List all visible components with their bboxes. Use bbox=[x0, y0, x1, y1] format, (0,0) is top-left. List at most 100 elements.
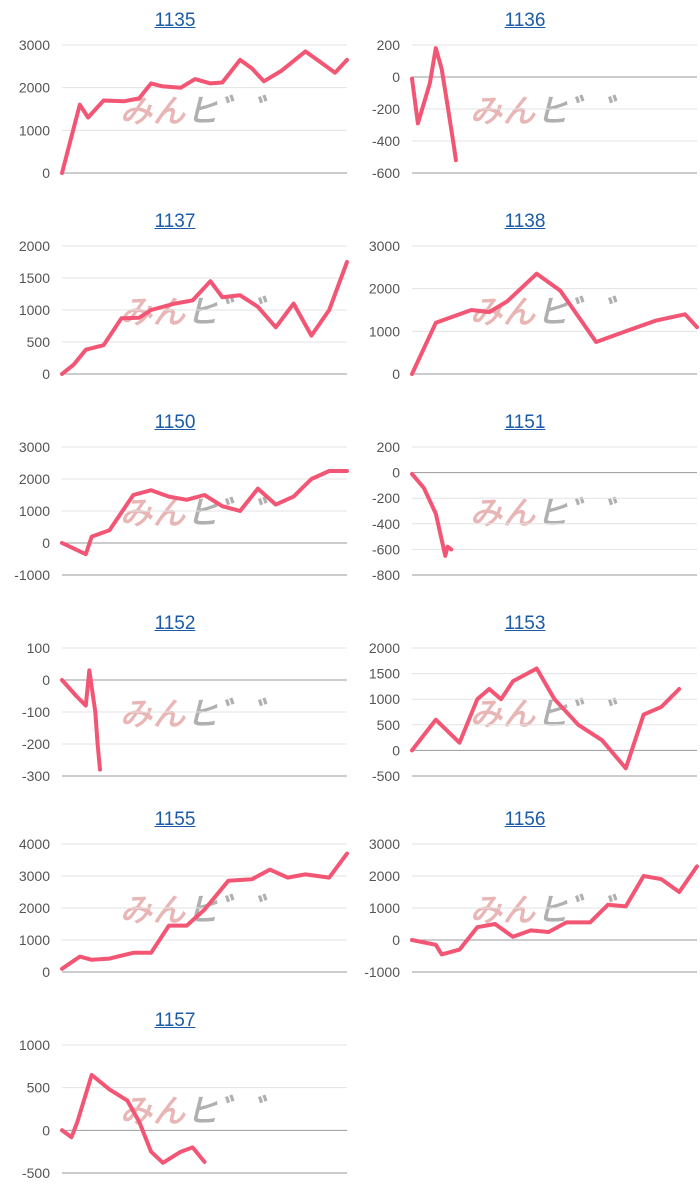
watermark-logo: みんヒ゛゛ bbox=[120, 293, 286, 331]
watermark-logo: みんヒ゛゛ bbox=[470, 92, 636, 130]
y-tick-label: 2000 bbox=[369, 640, 400, 656]
y-tick-label: 3000 bbox=[19, 37, 50, 53]
series-line bbox=[410, 271, 699, 376]
chart-title-link[interactable]: 1137 bbox=[154, 211, 196, 232]
line-chart: -1000 0 1000 2000 3000 bbox=[364, 836, 699, 980]
series-line bbox=[410, 46, 458, 163]
y-tick-label: 1000 bbox=[369, 323, 400, 339]
chart-title-link[interactable]: 1157 bbox=[154, 1010, 196, 1031]
line-chart: -1000 0 1000 2000 3000 bbox=[14, 439, 349, 583]
y-tick-label: 1000 bbox=[19, 932, 50, 948]
line-chart: 0 1000 2000 3000 4000 bbox=[19, 836, 349, 980]
chart-panel: 1151 みんヒ゛゛ -800 -600 -400 -200 0 200 bbox=[350, 402, 700, 602]
series-line bbox=[60, 469, 349, 557]
y-tick-label: 1000 bbox=[19, 122, 50, 138]
y-tick-label: 2000 bbox=[19, 900, 50, 916]
chart-title-link[interactable]: 1138 bbox=[504, 211, 546, 232]
line-chart: -500 0 500 1000 bbox=[19, 1037, 347, 1181]
y-tick-label: 500 bbox=[27, 334, 51, 350]
y-tick-label: -200 bbox=[372, 101, 400, 117]
chart-title-link[interactable]: 1153 bbox=[504, 613, 546, 634]
chart-panel: 1153 みんヒ゛゛ -500 0 500 1000 1500 2000 bbox=[350, 603, 700, 803]
y-tick-label: -800 bbox=[372, 567, 400, 583]
y-tick-label: 200 bbox=[377, 37, 401, 53]
chart-title-link[interactable]: 1135 bbox=[154, 10, 196, 31]
y-tick-label: 0 bbox=[42, 1122, 50, 1138]
chart-title-link[interactable]: 1156 bbox=[504, 809, 546, 830]
y-tick-label: 500 bbox=[377, 717, 401, 733]
chart-panel: 1155 みんヒ゛゛ 0 1000 2000 3000 4000 bbox=[0, 799, 350, 999]
y-tick-label: 0 bbox=[392, 932, 400, 948]
chart-panel: 1136 みんヒ゛゛ -600 -400 -200 0 200 bbox=[350, 0, 700, 200]
series-line bbox=[60, 260, 349, 376]
y-tick-label: 1000 bbox=[369, 691, 400, 707]
line-chart: 0 1000 2000 3000 bbox=[369, 238, 699, 382]
chart-title-link[interactable]: 1155 bbox=[154, 809, 196, 830]
y-tick-label: 100 bbox=[27, 640, 51, 656]
y-tick-label: -1000 bbox=[14, 567, 50, 583]
y-tick-label: -500 bbox=[372, 768, 400, 784]
y-tick-label: 0 bbox=[392, 69, 400, 85]
series-line bbox=[60, 851, 349, 971]
y-tick-label: 3000 bbox=[19, 439, 50, 455]
watermark-logo: みんヒ゛゛ bbox=[120, 92, 286, 130]
y-tick-label: -600 bbox=[372, 541, 400, 557]
y-tick-label: -200 bbox=[372, 490, 400, 506]
y-tick-label: -600 bbox=[372, 165, 400, 181]
y-tick-label: -400 bbox=[372, 516, 400, 532]
chart-panel: 1137 みんヒ゛゛ 0 500 1000 1500 2000 bbox=[0, 201, 350, 401]
y-tick-label: -500 bbox=[22, 1165, 50, 1181]
line-chart: -300 -200 -100 0 100 bbox=[22, 640, 347, 784]
y-tick-label: 0 bbox=[42, 964, 50, 980]
watermark-logo: みんヒ゛゛ bbox=[120, 695, 286, 733]
series-line bbox=[410, 666, 682, 771]
y-tick-label: 0 bbox=[392, 366, 400, 382]
y-tick-label: 1000 bbox=[19, 302, 50, 318]
y-tick-label: 1000 bbox=[19, 1037, 50, 1053]
chart-title-link[interactable]: 1152 bbox=[154, 613, 196, 634]
y-tick-label: 2000 bbox=[369, 868, 400, 884]
line-chart: -800 -600 -400 -200 0 200 bbox=[372, 439, 697, 583]
y-tick-label: -1000 bbox=[364, 964, 400, 980]
y-tick-label: 200 bbox=[377, 439, 401, 455]
series-line bbox=[60, 49, 349, 175]
chart-panel: 1157 みんヒ゛゛ -500 0 500 1000 bbox=[0, 1000, 350, 1200]
chart-panel: 1150 みんヒ゛゛ -1000 0 1000 2000 3000 bbox=[0, 402, 350, 602]
y-tick-label: 4000 bbox=[19, 836, 50, 852]
y-tick-label: 0 bbox=[42, 672, 50, 688]
y-tick-label: 2000 bbox=[19, 238, 50, 254]
chart-panel: 1152 みんヒ゛゛ -300 -200 -100 0 100 bbox=[0, 603, 350, 803]
chart-title-link[interactable]: 1136 bbox=[504, 10, 546, 31]
series-line bbox=[410, 471, 454, 558]
chart-panel: 1138 みんヒ゛゛ 0 1000 2000 3000 bbox=[350, 201, 700, 401]
line-chart: -500 0 500 1000 1500 2000 bbox=[369, 640, 697, 784]
y-tick-label: 500 bbox=[27, 1080, 51, 1096]
y-tick-label: 3000 bbox=[369, 238, 400, 254]
y-tick-label: 2000 bbox=[19, 80, 50, 96]
y-tick-label: 1500 bbox=[369, 666, 400, 682]
y-tick-label: 1500 bbox=[19, 270, 50, 286]
y-tick-label: 1000 bbox=[19, 503, 50, 519]
y-tick-label: -100 bbox=[22, 704, 50, 720]
watermark-logo: みんヒ゛゛ bbox=[120, 891, 286, 929]
y-tick-label: 2000 bbox=[19, 471, 50, 487]
y-tick-label: 0 bbox=[392, 742, 400, 758]
chart-title-link[interactable]: 1150 bbox=[154, 412, 196, 433]
chart-title-link[interactable]: 1151 bbox=[504, 412, 546, 433]
watermark-logo: みんヒ゛゛ bbox=[470, 695, 636, 733]
y-tick-label: -300 bbox=[22, 768, 50, 784]
series-line bbox=[60, 1072, 207, 1165]
y-tick-label: 3000 bbox=[369, 836, 400, 852]
watermark-logo: みんヒ゛゛ bbox=[470, 494, 636, 532]
y-tick-label: -400 bbox=[372, 133, 400, 149]
chart-panel: 1156 みんヒ゛゛ -1000 0 1000 2000 3000 bbox=[350, 799, 700, 999]
watermark-logo: みんヒ゛゛ bbox=[120, 1092, 286, 1130]
y-tick-label: 0 bbox=[42, 366, 50, 382]
series-line bbox=[60, 668, 102, 772]
y-tick-label: 3000 bbox=[19, 868, 50, 884]
line-chart: 0 500 1000 1500 2000 bbox=[19, 238, 349, 382]
y-tick-label: -200 bbox=[22, 736, 50, 752]
chart-panel: 1135 みんヒ゛゛ 0 1000 2000 3000 bbox=[0, 0, 350, 200]
series-line bbox=[410, 864, 699, 957]
y-tick-label: 0 bbox=[42, 165, 50, 181]
